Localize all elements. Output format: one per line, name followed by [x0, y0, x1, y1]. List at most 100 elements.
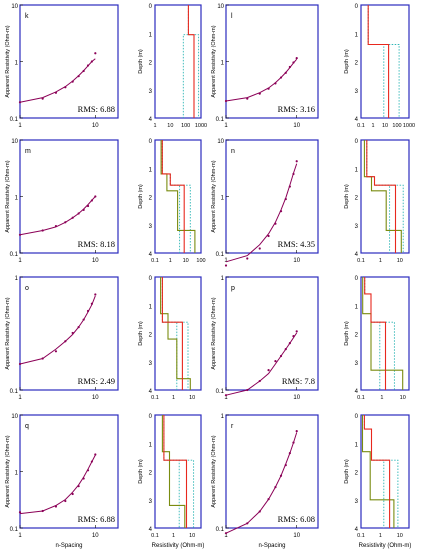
x-tick-label: 1 [18, 258, 22, 264]
depth-tick-label: 1 [149, 304, 153, 310]
x-tick-label: 0.1 [151, 533, 159, 539]
apparent-resistivity-frame-q [19, 414, 119, 529]
depth-axis-label: Depth (m) [138, 49, 144, 74]
depth-tick-label: 1 [355, 442, 359, 448]
y-tick-label: 1 [221, 196, 225, 202]
measured-point [77, 485, 80, 488]
depth-tick-label: 1 [355, 167, 359, 173]
x-tick-label: 1 [224, 533, 228, 539]
x-tick-label: 0.1 [151, 395, 159, 401]
measured-point [71, 492, 74, 496]
depth-tick-label: 2 [355, 471, 359, 477]
model-bound-cyan [163, 415, 180, 528]
model-bound-cyan [161, 277, 189, 390]
measured-point [77, 212, 80, 215]
calculated-curve [225, 58, 298, 102]
measured-point [18, 511, 22, 514]
depth-tick-label: 3 [149, 499, 153, 505]
depth-tick-label: 0 [355, 4, 359, 10]
x-tick-label: 1 [153, 123, 156, 129]
panel-label: q [25, 423, 29, 430]
panel-label: r [231, 423, 234, 430]
panel-label: p [231, 285, 235, 292]
measured-point [279, 76, 283, 79]
rms-label: RMS: 8.18 [78, 239, 115, 249]
panel-label: m [25, 148, 31, 155]
x-tick-label: 100 [392, 123, 401, 129]
y-tick-label: 0.1 [10, 117, 19, 123]
measured-point [279, 210, 283, 213]
y-axis-label: Apparent Resistivity (Ohm-m) [5, 435, 11, 507]
model-bound-cyan [161, 277, 178, 390]
y-axis-label: Apparent Resistivity (Ohm-m) [211, 297, 217, 369]
model-frame-q-model [154, 414, 202, 529]
measured-point [71, 331, 74, 335]
depth-axis-label: Depth (m) [344, 321, 350, 346]
measured-point [82, 318, 85, 321]
y-axis-label: Apparent Resistivity (Ohm-m) [5, 297, 11, 369]
measured-point [292, 441, 295, 444]
measured-point [258, 247, 261, 250]
depth-tick-label: 4 [149, 117, 153, 123]
measured-point [267, 498, 270, 501]
calculated-curve [225, 432, 298, 534]
depth-tick-label: 1 [149, 167, 153, 173]
panel-label: o [25, 285, 29, 292]
calculated-curve [225, 332, 298, 396]
x-tick-label: 10 [189, 395, 195, 401]
model-bound-cyan [367, 5, 385, 118]
panel-label: k [25, 13, 29, 20]
depth-tick-label: 0 [149, 4, 153, 10]
x-tick-label: 1 [169, 258, 172, 264]
measured-point [258, 92, 261, 95]
y-tick-label: 1 [221, 61, 225, 67]
measured-point [258, 379, 261, 383]
x-tick-label: 10 [167, 123, 173, 129]
measured-point [41, 229, 44, 232]
model-bound-cyan [363, 415, 399, 528]
calculated-curve [19, 58, 96, 103]
measured-point [292, 172, 295, 176]
model-bound-cyan [161, 140, 181, 253]
x-tick-label: 0.1 [357, 533, 365, 539]
model-line-olive [362, 277, 404, 390]
y-tick-label: 10 [11, 414, 18, 420]
measured-point [224, 264, 228, 267]
x-tick-label: 10 [400, 395, 406, 401]
depth-tick-label: 4 [355, 389, 359, 395]
measured-point [94, 453, 97, 456]
measured-point [295, 56, 298, 60]
model-frame-m-model [154, 139, 202, 254]
depth-tick-label: 4 [355, 252, 359, 258]
depth-axis-label: Depth (m) [344, 184, 350, 209]
x-axis-label: n-Spacing [258, 543, 285, 549]
measured-point [90, 460, 93, 463]
depth-tick-label: 2 [355, 61, 359, 67]
model-line-olive [161, 415, 186, 528]
measured-point [54, 350, 58, 353]
measured-point [288, 185, 291, 188]
measured-point [284, 71, 287, 74]
depth-tick-label: 2 [355, 196, 359, 202]
model-bound-cyan [187, 5, 200, 118]
y-tick-label: 10 [11, 4, 18, 10]
measured-point [224, 394, 228, 397]
x-tick-label: 10 [293, 123, 300, 129]
depth-tick-label: 1 [149, 32, 153, 38]
x-tick-label: 10 [92, 395, 99, 401]
depth-tick-label: 4 [355, 117, 359, 123]
rms-label: RMS: 3.16 [278, 104, 315, 114]
model-line-red [161, 140, 185, 253]
depth-axis-label: Depth (m) [344, 459, 350, 484]
measured-point [64, 86, 67, 89]
measured-point [54, 91, 58, 94]
measured-point [224, 532, 228, 535]
depth-tick-label: 0 [149, 276, 153, 282]
calculated-curve [19, 196, 96, 236]
apparent-resistivity-frame-k [19, 4, 119, 119]
measured-point [292, 334, 295, 338]
measured-point [77, 326, 80, 329]
x-tick-label: 10 [397, 533, 403, 539]
x-tick-label: 1 [18, 533, 22, 539]
x-tick-label: 10 [397, 258, 403, 264]
